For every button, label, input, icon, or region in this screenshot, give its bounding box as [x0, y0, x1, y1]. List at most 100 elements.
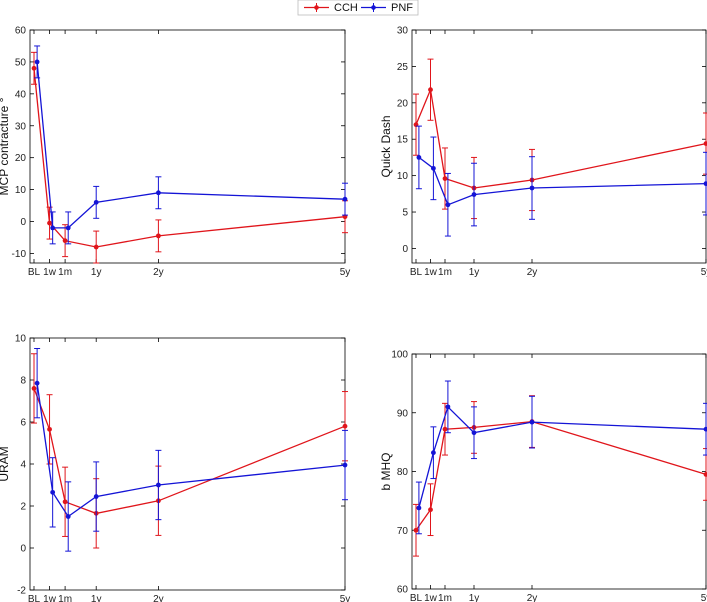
- x-tick-label: 5y: [340, 267, 351, 278]
- data-point: [703, 472, 707, 477]
- y-tick-label: 30: [15, 121, 27, 132]
- data-point: [428, 87, 433, 93]
- y-tick-label: 20: [397, 98, 409, 109]
- x-tick-label: 1m: [438, 593, 452, 602]
- x-tick-label: 1y: [91, 594, 102, 602]
- data-point: [442, 426, 448, 432]
- data-point: [156, 482, 161, 488]
- y-tick-label: 10: [15, 334, 27, 345]
- data-point: [703, 426, 707, 432]
- data-point: [342, 462, 348, 468]
- data-point: [34, 59, 40, 65]
- legend-marker: [314, 5, 319, 10]
- legend: CCH PNF: [297, 0, 419, 16]
- data-point: [431, 450, 436, 456]
- x-tick-label: 1m: [58, 267, 72, 278]
- y-tick-label: 50: [15, 57, 27, 68]
- series-line: [415, 420, 707, 531]
- series-cch: [413, 395, 707, 557]
- series-pnf: [415, 125, 707, 237]
- legend-entry: PNF: [361, 2, 413, 14]
- x-tick-label: 1y: [469, 267, 480, 278]
- data-point: [471, 430, 477, 436]
- x-tick-label: 5y: [701, 593, 707, 602]
- x-tick-label: BL: [28, 267, 41, 278]
- x-tick-label: BL: [410, 593, 423, 602]
- y-tick-label: 10: [15, 185, 27, 196]
- data-point: [442, 176, 448, 181]
- x-tick-label: 1w: [424, 267, 438, 278]
- x-tick-label: 2y: [153, 267, 164, 278]
- data-point: [703, 181, 707, 187]
- chart-panel: -2 0 2 4 6 8 10 BL 1w 1m 1y 2y 5y URAM: [0, 334, 350, 602]
- y-tick-label: 60: [397, 585, 409, 596]
- x-tick-label: 1m: [58, 594, 72, 602]
- y-tick-label: 15: [397, 135, 409, 146]
- data-point: [342, 423, 348, 429]
- y-tick-label: 0: [20, 217, 26, 228]
- series-line: [418, 405, 707, 509]
- data-point: [342, 196, 348, 202]
- x-tick-label: 5y: [340, 594, 351, 602]
- y-tick-label: 2: [20, 502, 26, 513]
- legend-label: PNF: [391, 2, 413, 14]
- y-tick-label: 70: [397, 526, 409, 537]
- series-line: [418, 156, 707, 206]
- series-line: [36, 383, 346, 518]
- data-point: [428, 507, 433, 513]
- y-tick-label: 25: [397, 62, 409, 73]
- legend-marker: [371, 5, 376, 10]
- x-tick-label: 1w: [43, 594, 57, 602]
- y-tick-label: 60: [15, 26, 27, 37]
- data-point: [703, 141, 707, 146]
- data-point: [431, 165, 436, 171]
- x-tick-label: 5y: [701, 267, 707, 278]
- data-point: [34, 380, 40, 386]
- x-tick-label: 1y: [469, 593, 480, 602]
- y-axis-label: MCP contracture °: [0, 97, 11, 195]
- series-pnf: [415, 380, 707, 535]
- legend-entry: CCH: [304, 2, 358, 14]
- data-point: [65, 225, 71, 231]
- y-axis-label: b MHQ: [379, 452, 393, 490]
- series-line: [36, 61, 346, 229]
- data-point: [65, 514, 71, 519]
- plot-frame: [411, 353, 707, 590]
- data-point: [31, 386, 37, 391]
- y-tick-label: -10: [12, 249, 27, 260]
- y-tick-label: 4: [20, 460, 26, 471]
- y-tick-label: 90: [397, 408, 409, 419]
- legend-label: CCH: [334, 2, 358, 14]
- series-pnf: [34, 348, 348, 552]
- data-point: [47, 220, 52, 226]
- data-point: [62, 499, 68, 505]
- data-point: [156, 233, 161, 239]
- data-point: [529, 185, 535, 191]
- data-point: [156, 190, 161, 196]
- y-tick-label: 8: [20, 376, 26, 387]
- x-tick-label: 1y: [91, 267, 102, 278]
- data-point: [413, 527, 419, 533]
- data-point: [50, 489, 56, 495]
- y-axis-label: Quick Dash: [379, 115, 393, 177]
- x-tick-label: 2y: [153, 594, 164, 602]
- y-tick-label: 40: [15, 89, 27, 100]
- series-line: [33, 68, 346, 248]
- y-tick-label: 5: [402, 208, 408, 219]
- x-tick-label: 1w: [424, 593, 438, 602]
- data-point: [47, 426, 52, 432]
- series-cch: [31, 353, 348, 549]
- plot-frame: [29, 337, 346, 591]
- data-point: [416, 155, 422, 160]
- data-point: [50, 225, 56, 231]
- x-tick-label: 1m: [438, 267, 452, 278]
- y-tick-label: 10: [397, 171, 409, 182]
- y-tick-label: 0: [402, 244, 408, 255]
- y-tick-label: 30: [397, 26, 409, 37]
- x-tick-label: 2y: [527, 593, 538, 602]
- data-point: [471, 192, 477, 197]
- data-point: [62, 238, 68, 244]
- series-pnf: [34, 45, 348, 245]
